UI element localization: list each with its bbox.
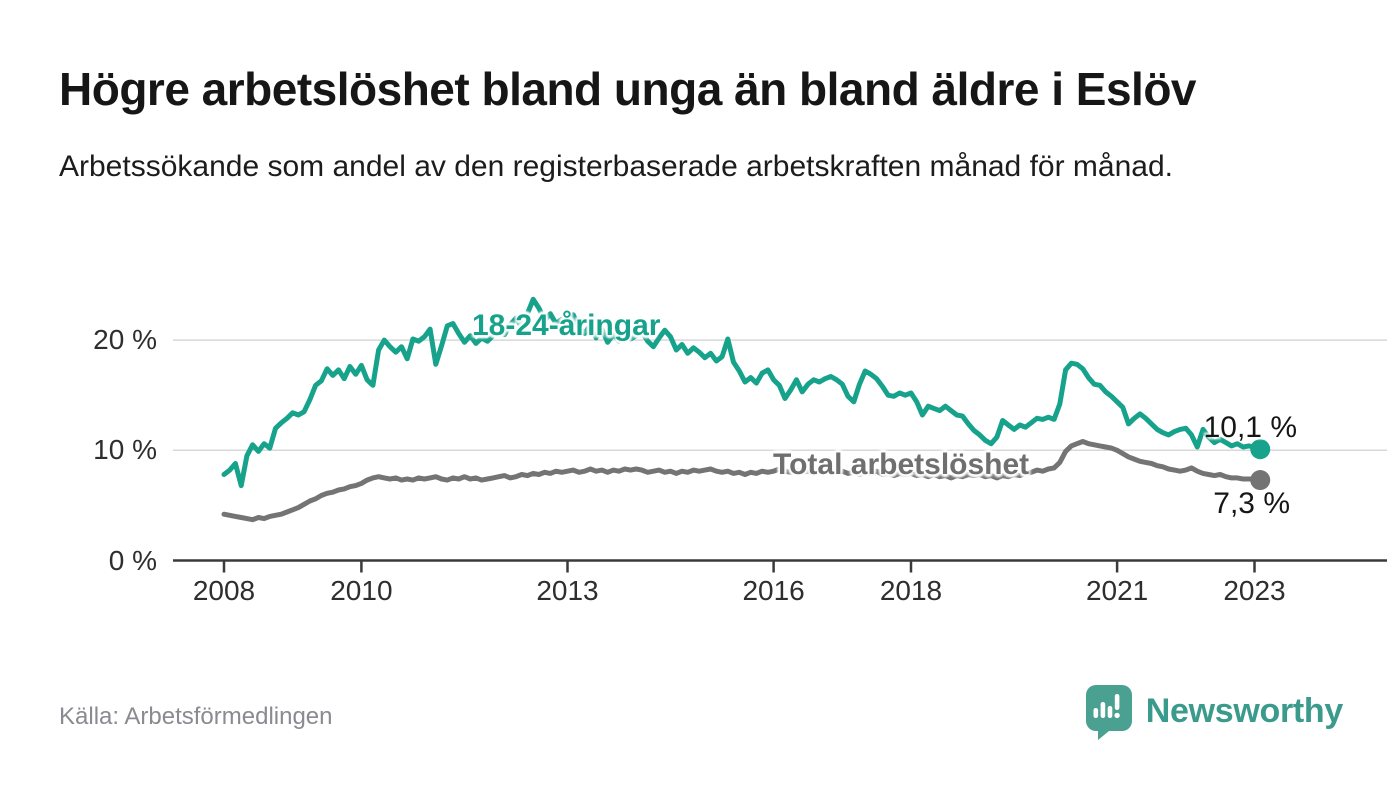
line-chart: 18-24-åringar Total arbetslöshet 10,1 % … [0, 270, 1400, 650]
series-line-1 [221, 439, 1263, 523]
end-value-label-18-24: 10,1 % [1203, 411, 1297, 444]
y-axis-label-20: 20 % [93, 324, 157, 356]
newsworthy-bubble-chart-icon [1085, 685, 1132, 740]
x-axis-label-2013: 2013 [536, 575, 599, 606]
end-value-label-total: 7,3 % [1213, 487, 1290, 520]
x-axis-label-2008: 2008 [192, 575, 256, 606]
page-subtitle: Arbetssökande som andel av den registerb… [59, 150, 1173, 183]
brand-logo: Newsworthy [1083, 682, 1343, 740]
x-axis-label-2023: 2023 [1223, 575, 1286, 606]
y-axis-label-0: 0 % [108, 544, 157, 576]
chart-canvas [173, 296, 1387, 573]
x-axis-label-2010: 2010 [330, 575, 393, 606]
x-axis-label-2018: 2018 [879, 575, 943, 606]
end-dot-0 [1250, 439, 1271, 460]
bar-2 [1100, 702, 1105, 718]
series-line-0 [221, 296, 1263, 489]
series-label-18-24-aringar: 18-24-åringar [472, 309, 661, 342]
bar-1 [1093, 708, 1098, 718]
end-dot-1 [1250, 470, 1271, 491]
x-axis-label-2016: 2016 [742, 575, 805, 606]
source-note: Källa: Arbetsförmedlingen [59, 703, 333, 730]
bar-3 [1107, 706, 1113, 718]
x-axis-label-2021: 2021 [1085, 575, 1149, 606]
exclamation-dot [1114, 712, 1120, 719]
y-axis-label-10: 10 % [93, 434, 157, 466]
exclamation-bar [1114, 694, 1120, 710]
series-label-total-arbetsloshet: Total arbetslöshet [773, 448, 1030, 481]
brand-name: Newsworthy [1145, 691, 1344, 730]
page-title: Högre arbetslöshet bland unga än bland ä… [59, 63, 1197, 115]
